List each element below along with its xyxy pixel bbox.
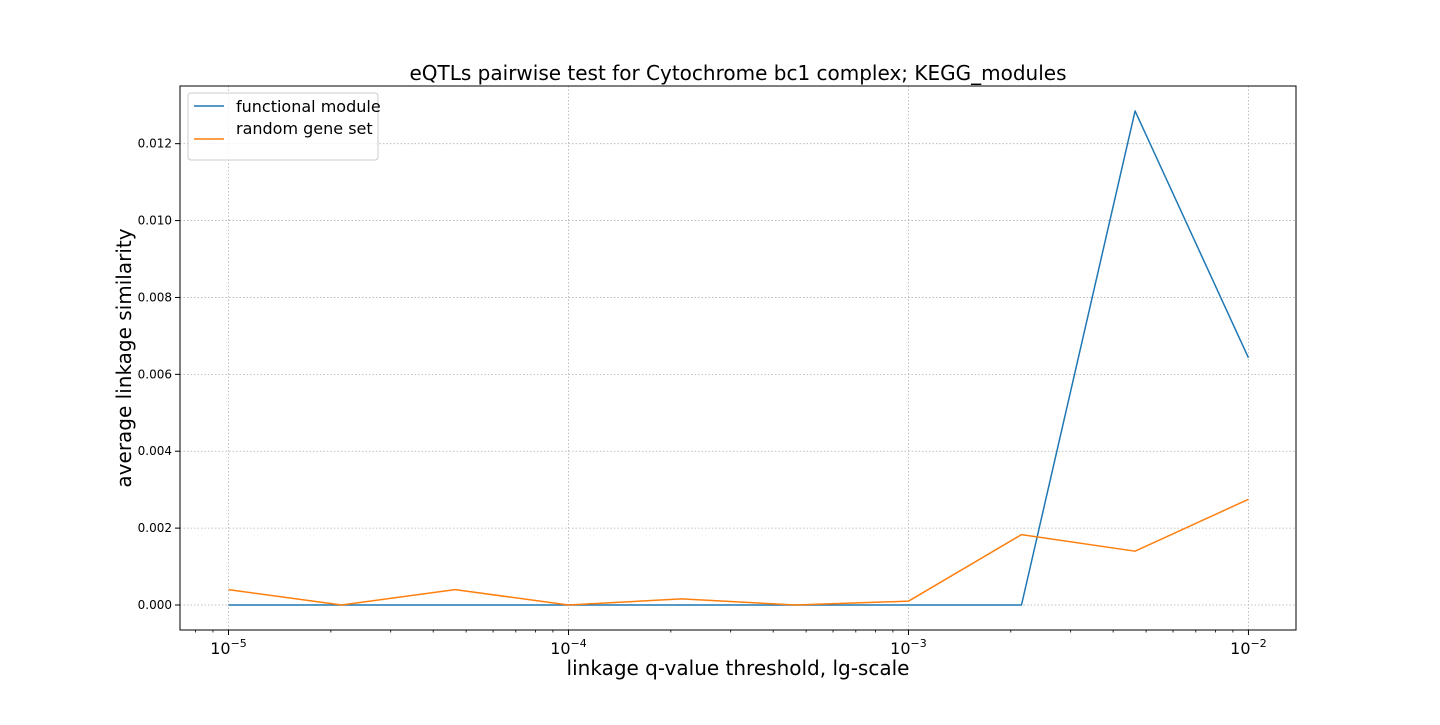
y-tick-label: 0.006 [138,367,172,381]
y-tick-label: 0.012 [138,137,172,151]
x-axis-label: linkage q-value threshold, lg-scale [567,656,910,680]
y-tick-label: 0.004 [138,444,172,458]
x-tick-label: 10−2 [1230,637,1267,658]
series-line-random-gene-set [228,498,1249,606]
y-axis-ticks: 0.000 0.002 0.004 0.006 0.008 0.010 0.012 [138,137,180,612]
legend-label-functional-module: functional module [236,97,381,116]
plot-area-frame [179,85,1297,631]
x-tick-label: 10−4 [550,637,587,658]
x-tick-label: 10−3 [890,637,927,658]
series-lines [228,110,1250,606]
x-tick-label: 10−5 [210,637,247,658]
y-tick-label: 0.010 [138,214,172,228]
y-tick-label: 0.000 [138,598,172,612]
legend-box [187,92,379,161]
legend: functional module random gene set [187,92,381,161]
y-axis-label: average linkage similarity [112,228,136,487]
y-tick-label: 0.008 [138,290,172,304]
series-line-functional-module [228,110,1250,606]
y-tick-label: 0.002 [138,521,172,535]
x-axis-ticks: 10−5 10−4 10−3 10−2 [195,630,1267,658]
chart-title: eQTLs pairwise test for Cytochrome bc1 c… [410,61,1067,85]
legend-label-random-gene-set: random gene set [236,119,373,138]
